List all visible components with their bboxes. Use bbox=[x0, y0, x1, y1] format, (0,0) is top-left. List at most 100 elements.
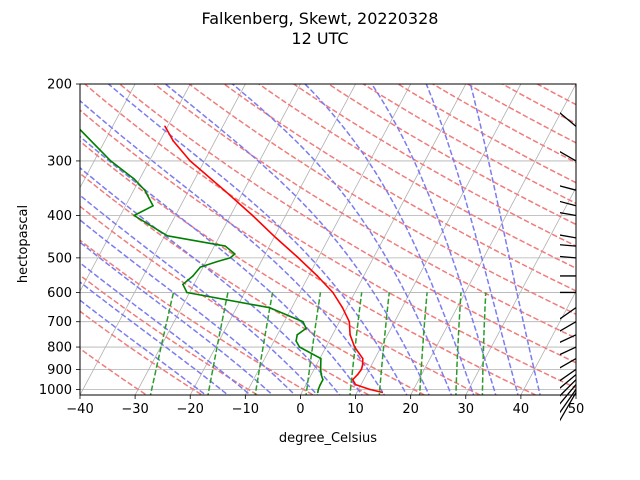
temperature-point bbox=[164, 125, 166, 128]
wind-barb-staff bbox=[560, 150, 577, 162]
dry-adiabat-line bbox=[80, 347, 148, 395]
wind-barb-flag bbox=[541, 406, 554, 411]
moist-adiabat-line bbox=[80, 261, 252, 395]
dewpoint-point bbox=[186, 291, 188, 294]
dewpoint-point bbox=[143, 189, 146, 191]
wind-barb bbox=[541, 384, 577, 411]
wind-barb-flag bbox=[537, 263, 542, 276]
wind-barb-flag bbox=[543, 414, 557, 417]
y-tick-label: 600 bbox=[47, 286, 72, 301]
dry-adiabat-line bbox=[80, 239, 315, 395]
dry-adiabat-line bbox=[222, 84, 576, 292]
moist-adiabat-line bbox=[303, 84, 475, 395]
wind-barb-staff bbox=[560, 200, 577, 207]
moist-adiabat-line bbox=[80, 299, 207, 395]
y-tick-label: 200 bbox=[47, 78, 72, 93]
temperature-point bbox=[362, 357, 364, 360]
y-axis-label: hectopascal bbox=[16, 205, 31, 283]
wind-barb bbox=[551, 133, 577, 162]
dry-adiabat-line bbox=[292, 84, 576, 247]
dry-adiabat-line bbox=[80, 274, 260, 395]
wind-barb-half-flag bbox=[550, 286, 552, 293]
dry-adiabat-line bbox=[588, 74, 640, 398]
mixing-ratio-lines bbox=[149, 292, 487, 395]
y-tick-label: 300 bbox=[47, 154, 72, 169]
dewpoint-point bbox=[133, 214, 135, 217]
dewpoint-point bbox=[319, 364, 322, 366]
dewpoint-point bbox=[199, 266, 202, 268]
dewpoint-point bbox=[319, 383, 322, 386]
wind-barb bbox=[541, 307, 577, 324]
y-tick-label: 500 bbox=[47, 251, 72, 266]
dry-adiabat-line bbox=[83, 84, 576, 389]
wind-barb-staff bbox=[560, 234, 577, 239]
wind-barb-staff bbox=[560, 392, 577, 422]
dewpoint-point bbox=[317, 388, 320, 391]
wind-barb-half-flag bbox=[550, 249, 552, 256]
wind-barb bbox=[560, 392, 577, 422]
y-tick-label: 1000 bbox=[39, 383, 72, 398]
plot-area bbox=[80, 74, 640, 398]
wind-barb-staff bbox=[560, 346, 577, 356]
temperature-point bbox=[251, 214, 254, 217]
moist-adiabat-line bbox=[80, 219, 296, 395]
temperature-point bbox=[368, 388, 371, 391]
temperature-point bbox=[348, 320, 351, 323]
dewpoint-point bbox=[302, 320, 304, 323]
x-tick-label: 10 bbox=[347, 402, 364, 417]
moist-adiabat-line bbox=[107, 84, 408, 395]
temperature-point bbox=[189, 160, 191, 162]
moist-adiabat-line bbox=[370, 84, 497, 395]
wind-barb bbox=[560, 112, 577, 127]
wind-barb-flag bbox=[542, 263, 547, 276]
dewpoint-point bbox=[320, 373, 323, 376]
x-tick-label: 20 bbox=[402, 402, 419, 417]
temperature-point bbox=[353, 346, 356, 348]
wind-barb-flag bbox=[536, 330, 547, 339]
wind-barb-half-flag bbox=[553, 411, 560, 413]
wind-barb-staff bbox=[560, 112, 577, 127]
temperature-point bbox=[354, 383, 357, 386]
mixing-ratio-line bbox=[378, 292, 391, 395]
wind-barb bbox=[537, 263, 576, 277]
dewpoint-point bbox=[319, 368, 322, 371]
moist-adiabat-line bbox=[80, 281, 230, 395]
wind-barb-flag bbox=[541, 316, 553, 324]
temperature-point bbox=[297, 257, 300, 259]
wind-barb-half-flag bbox=[546, 382, 552, 386]
wind-barb-flag bbox=[551, 133, 553, 147]
mixing-ratio-line bbox=[305, 292, 322, 395]
wind-barb-flag bbox=[542, 183, 543, 197]
moist-adiabat-lines bbox=[80, 84, 541, 395]
wind-barb-staff bbox=[560, 185, 577, 191]
x-tick-label: 30 bbox=[458, 402, 475, 417]
dry-adiabat-lines bbox=[80, 74, 640, 398]
temperature-point bbox=[351, 378, 354, 381]
dewpoint-point bbox=[317, 391, 319, 394]
plot-frame bbox=[79, 83, 577, 396]
mixing-ratio-line bbox=[418, 292, 428, 395]
wind-barb-flag bbox=[539, 398, 552, 404]
wind-barb bbox=[560, 346, 577, 356]
dewpoint-point bbox=[216, 260, 218, 263]
wind-barb bbox=[560, 374, 577, 389]
isotherm-line bbox=[355, 84, 522, 395]
mixing-ratio-line bbox=[481, 292, 487, 395]
wind-barb bbox=[560, 234, 577, 239]
mixing-ratio-line bbox=[455, 292, 462, 395]
isotherm-line bbox=[575, 394, 576, 395]
x-tick-label: −20 bbox=[177, 402, 204, 417]
wind-barb bbox=[560, 212, 577, 217]
moist-adiabat-line bbox=[80, 99, 386, 395]
dewpoint-point bbox=[322, 378, 324, 381]
wind-barb bbox=[560, 334, 577, 343]
moist-adiabat-line bbox=[80, 135, 363, 395]
isotherm-line bbox=[465, 186, 576, 395]
x-tick-label: −10 bbox=[232, 402, 259, 417]
wind-barb bbox=[546, 368, 577, 386]
wind-barb-flag bbox=[547, 184, 548, 198]
isotherm-line bbox=[300, 84, 467, 395]
isotherm-line bbox=[244, 84, 412, 395]
mixing-ratio-line bbox=[207, 292, 229, 395]
